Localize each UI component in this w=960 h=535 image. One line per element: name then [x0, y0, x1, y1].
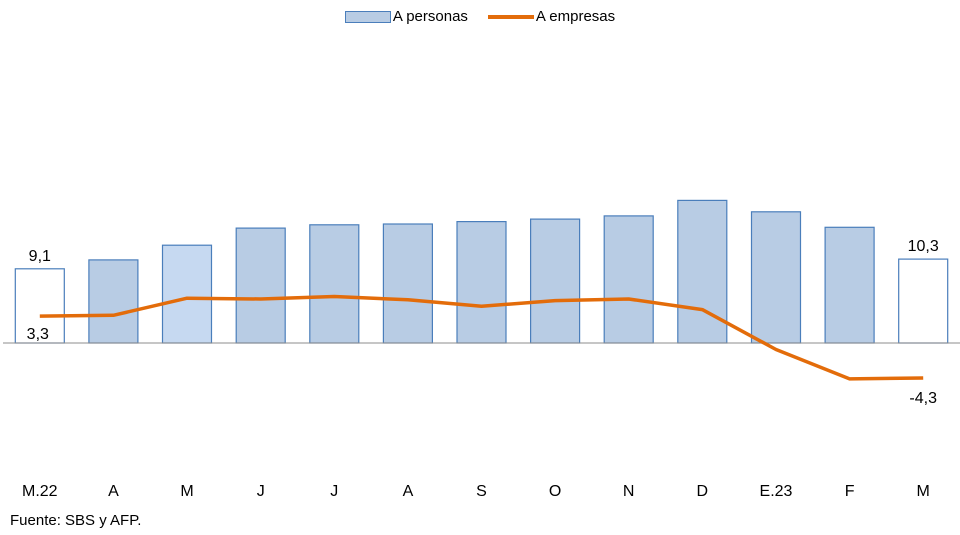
data-label: 10,3 [908, 238, 939, 255]
data-label: -4,3 [909, 390, 937, 407]
bar-personas [309, 224, 360, 344]
x-tick-label: A [108, 483, 119, 500]
bar-personas [161, 244, 213, 344]
x-tick-label: M [180, 483, 193, 500]
legend-line-swatch [487, 14, 534, 19]
bar-personas [750, 211, 802, 344]
bar-personas [824, 226, 875, 344]
legend-label-empresas: A empresas [535, 8, 616, 25]
bar-personas [382, 223, 433, 344]
x-tick-label: M.22 [22, 483, 58, 500]
legend-item-personas: A personas [344, 8, 468, 25]
x-tick-label: O [549, 483, 561, 500]
x-tick-label: J [330, 483, 338, 500]
bar-personas [14, 268, 65, 344]
bar-personas [529, 218, 581, 344]
line-empresas [39, 294, 924, 381]
legend-bar-swatch [344, 10, 391, 23]
source-note: Fuente: SBS y AFP. [10, 512, 142, 529]
legend-item-empresas: A empresas [487, 8, 616, 25]
x-tick-label: S [476, 483, 487, 500]
bar-personas [677, 199, 728, 344]
bar-personas [898, 258, 949, 344]
x-tick-label: E.23 [760, 483, 793, 500]
x-tick-label: M [917, 483, 930, 500]
data-label: 3,3 [27, 326, 49, 343]
legend-label-personas: A personas [392, 8, 468, 25]
bar-personas [456, 221, 507, 344]
x-tick-label: F [845, 483, 855, 500]
bar-personas [88, 259, 139, 344]
bar-personas [603, 215, 654, 344]
bar-personas [235, 227, 286, 344]
legend: A personas A empresas [0, 8, 960, 25]
x-tick-label: N [623, 483, 635, 500]
data-label: 9,1 [29, 248, 51, 265]
x-tick-label: A [403, 483, 414, 500]
x-tick-label: D [697, 483, 709, 500]
x-tick-label: J [257, 483, 265, 500]
